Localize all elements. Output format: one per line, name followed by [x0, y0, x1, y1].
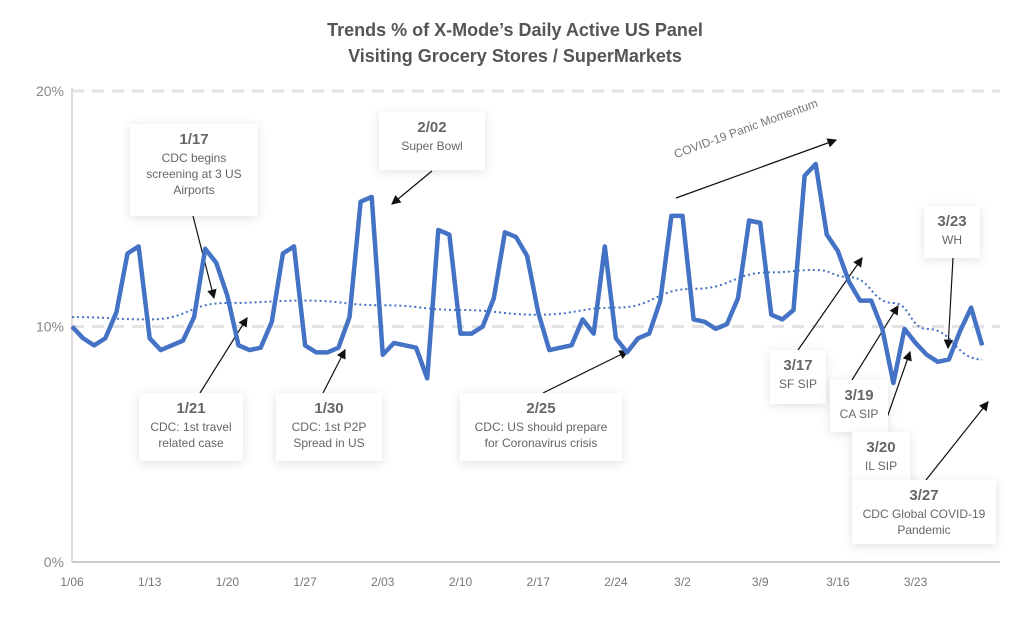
- annotation-date: 2/02: [417, 119, 447, 136]
- x-tick-label: 1/13: [138, 575, 162, 589]
- annotation-3-17: 3/17 SF SIP: [770, 350, 826, 404]
- annotation-3-20: 3/20 IL SIP: [852, 432, 910, 484]
- annotation-arrow: [943, 257, 954, 350]
- x-tick-label: 3/9: [752, 575, 769, 589]
- annotation-text: CDC: US should prepare for Coronavirus c…: [474, 420, 608, 450]
- annotation-text: IL SIP: [864, 459, 898, 473]
- annotation-arrow: [322, 348, 346, 394]
- y-tick-label: 0%: [44, 554, 64, 570]
- annotation-date: 3/23: [937, 213, 967, 230]
- annotation-text: CDC Global COVID-19 Pandemic: [862, 507, 986, 537]
- annotation-date: 3/27: [909, 487, 939, 504]
- x-tick-label: 1/06: [60, 575, 84, 589]
- annotation-2-02: 2/02 Super Bowl: [379, 112, 485, 170]
- annotation-date: 1/21: [176, 400, 206, 417]
- annotation-1-21: 1/21 CDC: 1st travel related case: [139, 393, 243, 461]
- annotation-arrow: [675, 138, 838, 199]
- x-tick-label: 3/2: [674, 575, 691, 589]
- x-tick-label: 2/10: [449, 575, 473, 589]
- annotation-text: CDC: 1st P2P Spread in US: [291, 420, 367, 450]
- x-tick-label: 2/03: [371, 575, 395, 589]
- annotation-date: 3/20: [866, 439, 896, 456]
- x-tick-label: 1/27: [293, 575, 317, 589]
- annotation-text: CDC: 1st travel related case: [150, 420, 232, 450]
- annotation-text: CDC begins screening at 3 US Airports: [146, 151, 242, 197]
- annotation-arrow: [797, 257, 863, 351]
- x-tick-label: 3/23: [904, 575, 928, 589]
- annotation-date: 1/17: [179, 131, 209, 148]
- trend-line: [71, 268, 983, 361]
- annotation-text: WH: [942, 233, 962, 247]
- annotation-3-23: 3/23 WH: [924, 206, 980, 258]
- annotation-arrow: [391, 170, 433, 205]
- annotation-arrow: [542, 350, 630, 394]
- annotation-arrow: [925, 401, 989, 481]
- x-tick-label: 2/17: [527, 575, 551, 589]
- annotation-arrow: [851, 304, 899, 381]
- annotation-text: SF SIP: [778, 377, 817, 391]
- annotation-1-17: 1/17 CDC begins screening at 3 US Airport…: [130, 124, 258, 216]
- annotation-date: 1/30: [314, 400, 344, 417]
- annotation-1-30: 1/30 CDC: 1st P2P Spread in US: [276, 393, 382, 461]
- x-tick-label: 3/16: [826, 575, 850, 589]
- chart-title-line-2: Visiting Grocery Stores / SuperMarkets: [348, 46, 682, 66]
- annotation-3-19: 3/19 CA SIP: [830, 380, 888, 432]
- y-tick-label: 20%: [36, 83, 64, 99]
- annotation-text: CA SIP: [839, 407, 879, 421]
- x-tick-label: 1/20: [216, 575, 240, 589]
- y-tick-label: 10%: [36, 319, 64, 335]
- annotation-date: 2/25: [526, 400, 556, 417]
- annotation-date: 3/17: [783, 357, 813, 374]
- annotation-arrow: [199, 316, 248, 394]
- annotation-2-25: 2/25 CDC: US should prepare for Coronavir…: [460, 393, 622, 461]
- annotation-3-27: 3/27 CDC Global COVID-19 Pandemic: [852, 480, 996, 544]
- x-tick-label: 2/24: [604, 575, 628, 589]
- chart-title-line-1: Trends % of X-Mode’s Daily Active US Pan…: [327, 20, 703, 40]
- annotation-text: Super Bowl: [401, 139, 463, 153]
- annotation-date: 3/19: [844, 387, 874, 404]
